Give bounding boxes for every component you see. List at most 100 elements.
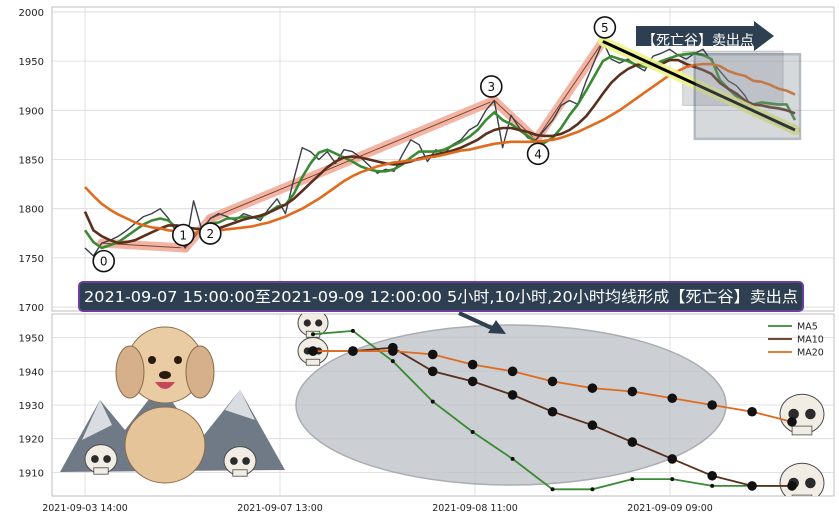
lower-y-tick-labels: 1910 1920 1930 1940 1950 bbox=[19, 334, 44, 480]
y-tick-label: 1920 bbox=[19, 435, 44, 446]
highlight-window bbox=[693, 52, 802, 141]
data-point bbox=[627, 437, 638, 447]
data-point bbox=[747, 481, 757, 491]
skull-eye-icon bbox=[91, 455, 99, 463]
annotation-arrow bbox=[636, 21, 774, 51]
skull-jaw-icon bbox=[93, 467, 109, 475]
skull-jaw-icon bbox=[791, 425, 813, 436]
upper-grid bbox=[52, 7, 834, 311]
data-point bbox=[350, 328, 355, 333]
y-tick-label: 1800 bbox=[19, 205, 44, 216]
upper-overlay: 0 1 2 3 4 5 【死亡谷】卖出点 bbox=[92, 16, 774, 273]
data-point bbox=[348, 346, 358, 356]
x-tick-label: 2021-09-07 13:00 bbox=[237, 503, 323, 514]
wave-line bbox=[210, 100, 495, 219]
data-point bbox=[667, 393, 678, 404]
y-tick-label: 1910 bbox=[19, 468, 44, 479]
legend-label-ma20: MA20 bbox=[797, 348, 824, 359]
skull-eye-icon bbox=[805, 408, 816, 420]
highlight-ellipse bbox=[295, 324, 727, 486]
data-point bbox=[590, 487, 595, 492]
data-point bbox=[787, 481, 797, 491]
skull-eye-icon bbox=[315, 319, 323, 327]
data-point bbox=[430, 399, 435, 404]
poodle-eye-icon bbox=[148, 356, 156, 364]
skull-jaw-icon bbox=[232, 469, 248, 477]
skull-icon bbox=[779, 462, 825, 496]
data-point bbox=[670, 477, 675, 482]
poodle-ear-icon bbox=[115, 345, 145, 399]
x-tick-label: 2021-09-08 11:00 bbox=[432, 503, 518, 514]
data-point bbox=[427, 349, 438, 360]
skull-eye-icon bbox=[230, 457, 238, 465]
poodle-mascot bbox=[124, 406, 206, 484]
y-tick-label: 1750 bbox=[19, 254, 44, 265]
data-point bbox=[630, 477, 635, 482]
wave-point-marker bbox=[198, 222, 222, 245]
lower-overlay bbox=[458, 311, 506, 334]
lower-plot bbox=[308, 328, 797, 492]
poodle-nose-icon bbox=[159, 371, 171, 379]
wave-point-label: 2 bbox=[206, 227, 214, 241]
data-point bbox=[747, 406, 757, 417]
annotation-label: 【死亡谷】卖出点 bbox=[642, 33, 754, 49]
data-point bbox=[507, 390, 518, 400]
data-point bbox=[311, 332, 315, 337]
x-tick-labels: 2021-09-03 14:00 2021-09-07 13:00 2021-09-… bbox=[42, 503, 713, 514]
wave-point-marker bbox=[479, 75, 503, 98]
upper-plot-frame bbox=[51, 6, 835, 312]
wave-point-marker bbox=[171, 223, 195, 247]
y-tick-label: 2000 bbox=[19, 8, 44, 19]
y-tick-label: 1950 bbox=[19, 57, 44, 68]
data-point bbox=[507, 366, 518, 377]
upper-y-tick-labels: 1700 1750 1800 1850 1900 1950 2000 bbox=[19, 8, 44, 314]
skull-eye-icon bbox=[242, 457, 250, 465]
wave-point-marker bbox=[593, 16, 617, 39]
data-point bbox=[707, 470, 717, 481]
signal-banner: 2021-09-07 15:00:00至2021-09-09 12:00:00 … bbox=[78, 281, 804, 312]
data-point bbox=[547, 376, 558, 387]
skull-jaw-icon bbox=[305, 358, 321, 366]
wave-point-marker bbox=[526, 142, 550, 166]
data-point bbox=[547, 406, 558, 417]
legend: MA5 MA10 MA20 bbox=[768, 322, 824, 359]
skull-jaw-icon bbox=[791, 494, 813, 496]
poodle-tongue-icon bbox=[155, 382, 175, 389]
upper-plot bbox=[83, 36, 802, 257]
x-tick-label: 2021-09-03 14:00 bbox=[42, 503, 128, 514]
y-tick-label: 1950 bbox=[19, 334, 44, 345]
skull-eye-icon bbox=[788, 408, 799, 420]
data-point bbox=[467, 376, 478, 387]
y-tick-label: 1850 bbox=[19, 155, 44, 166]
wave-point-label: 3 bbox=[487, 80, 495, 94]
data-point bbox=[467, 359, 478, 370]
data-point bbox=[550, 487, 555, 492]
wave-point-label: 5 bbox=[601, 21, 609, 35]
data-point bbox=[707, 400, 717, 410]
mountain-snow-icon bbox=[82, 390, 255, 440]
data-point bbox=[667, 454, 678, 464]
banner-box bbox=[78, 281, 804, 312]
wave-point-label: 1 bbox=[179, 229, 187, 243]
pointer-arrow-head bbox=[488, 320, 506, 334]
trend-line bbox=[602, 40, 796, 132]
data-point bbox=[388, 346, 398, 356]
legend-label-ma10: MA10 bbox=[797, 335, 824, 346]
skull-eye-icon bbox=[103, 455, 111, 463]
data-point bbox=[427, 366, 438, 377]
data-point bbox=[627, 386, 638, 397]
y-tick-label: 1930 bbox=[19, 401, 44, 412]
skull-eye-icon bbox=[805, 477, 816, 489]
wave-point-label: 4 bbox=[534, 147, 542, 161]
wave-point-label: 0 bbox=[100, 255, 108, 269]
data-point bbox=[390, 359, 395, 364]
data-point bbox=[308, 346, 318, 356]
poodle-eye-icon bbox=[174, 356, 182, 364]
x-tick-label: 2021-09-09 09:00 bbox=[627, 503, 713, 514]
y-tick-label: 1900 bbox=[19, 106, 44, 117]
data-point bbox=[710, 483, 715, 488]
data-point bbox=[587, 383, 598, 393]
skull-eye-icon bbox=[303, 319, 311, 327]
poodle-ear-icon bbox=[185, 345, 215, 399]
